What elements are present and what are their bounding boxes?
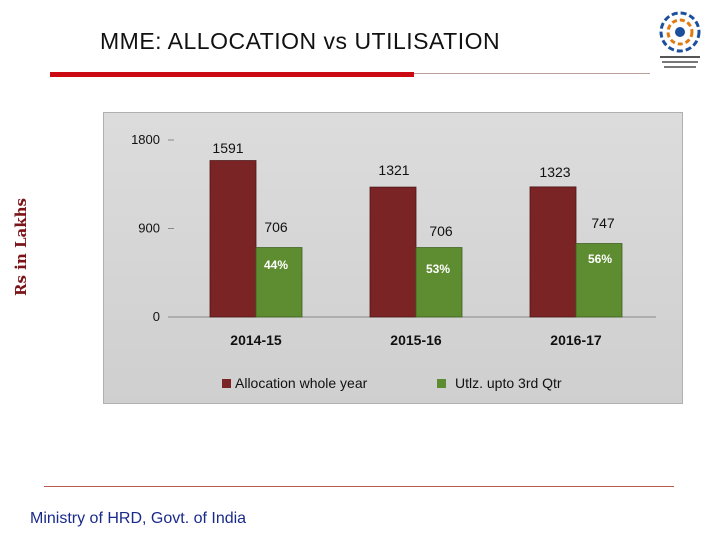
allocation-bar — [209, 160, 257, 318]
utilisation-value-label: 706 — [429, 223, 453, 239]
x-tick-label: 2015-16 — [390, 332, 442, 348]
emblem-logo-icon — [652, 8, 708, 74]
utilisation-pct-label: 53% — [426, 262, 450, 276]
utilisation-bar — [415, 247, 463, 318]
chart-area: 1800 900 0 2014-15 2015-16 2016-17 1591 1321 13… — [103, 112, 683, 404]
allocation-value-label: 1323 — [539, 164, 570, 180]
allocation-value-label: 1321 — [378, 162, 409, 178]
y-tick-label: 1800 — [131, 132, 160, 147]
legend-swatch-allocation — [222, 379, 231, 388]
y-tick-label: 900 — [138, 221, 160, 236]
utilisation-bar — [575, 243, 623, 318]
allocation-value-label: 1591 — [212, 140, 243, 156]
legend-label-allocation: Allocation whole year — [235, 375, 368, 391]
footer-text: Ministry of HRD, Govt. of India — [30, 510, 247, 527]
title-underline-red — [50, 72, 414, 77]
allocation-bar — [529, 186, 577, 318]
legend-label-utilisation: Utlz. upto 3rd Qtr — [455, 375, 562, 391]
bar-chart: 1800 900 0 2014-15 2015-16 2016-17 1591 1321 13… — [131, 132, 656, 391]
legend-swatch-utilisation — [437, 379, 446, 388]
x-tick-label: 2016-17 — [550, 332, 602, 348]
slide-title: MME: ALLOCATION vs UTILISATION — [100, 28, 501, 54]
allocation-bar — [369, 186, 417, 318]
utilisation-value-label: 747 — [591, 215, 615, 231]
utilisation-pct-label: 44% — [264, 258, 288, 272]
bottom-rule — [44, 486, 674, 487]
x-tick-label: 2014-15 — [230, 332, 282, 348]
y-tick-label: 0 — [153, 309, 160, 324]
title-underline-thin — [414, 73, 650, 74]
utilisation-value-label: 706 — [264, 219, 288, 235]
utilisation-bar — [255, 247, 303, 318]
y-axis-label: Rs in Lakhs — [12, 198, 30, 296]
utilisation-pct-label: 56% — [588, 252, 612, 266]
